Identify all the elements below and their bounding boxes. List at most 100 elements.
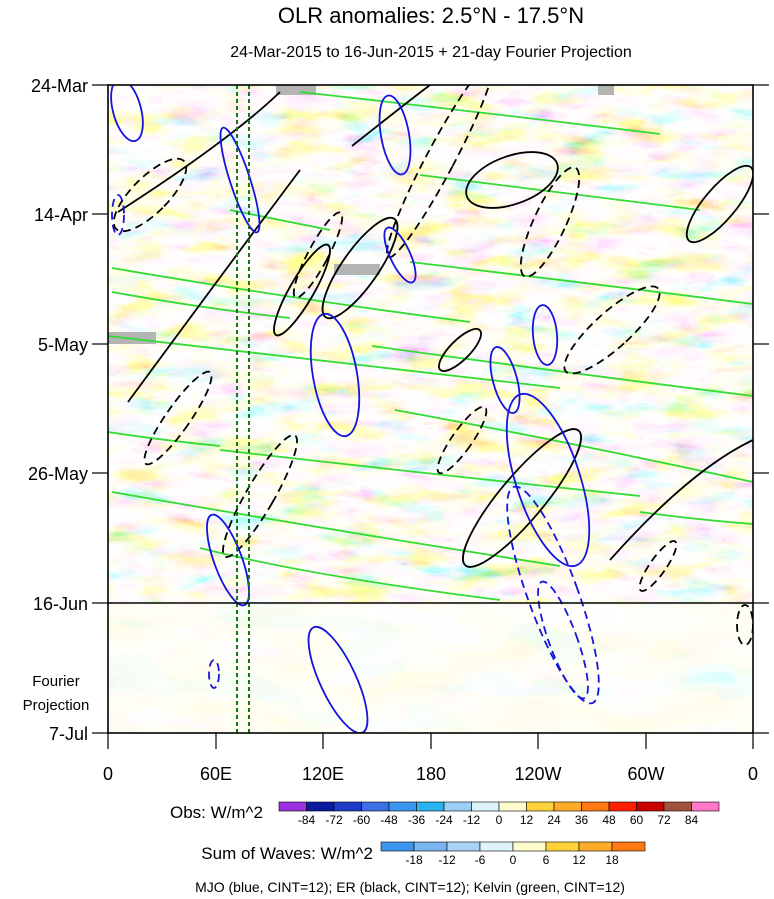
kelvin-contour — [111, 267, 471, 323]
x-tick-label: 60W — [627, 764, 664, 784]
kelvin-contour — [419, 174, 701, 211]
plot-area — [108, 85, 753, 733]
colorbar-swatch — [611, 841, 646, 852]
x-axis-labels: 0 60E 120E 180 120W 60W 0 — [103, 764, 758, 784]
x-tick-label: 120E — [302, 764, 344, 784]
chart-title: OLR anomalies: 2.5°N - 17.5°N — [278, 3, 584, 28]
colorbar-swatch — [663, 801, 692, 812]
colorbar-tick-label: 72 — [657, 813, 671, 827]
x-tick-label: 120W — [514, 764, 561, 784]
colorbar-swatch — [608, 801, 637, 812]
colorbar-swatch — [388, 801, 417, 812]
colorbar-tick-label: 12 — [520, 813, 534, 827]
colorbar-swatch — [361, 801, 390, 812]
y-tick-label: 14-Apr — [34, 205, 88, 225]
colorbar-tick-label: 18 — [605, 853, 619, 867]
er-negative-contour — [292, 211, 344, 299]
colorbar-swatch — [581, 801, 610, 812]
er-contour — [609, 439, 753, 561]
colorbar-swatch — [545, 841, 580, 852]
axis-ticks — [92, 84, 769, 749]
er-negative-contour — [436, 405, 488, 475]
obs-colorbar: Obs: W/m^2 -84 -72 -60 -48 -36 -24 -12 0 12 24 36 4… — [170, 801, 720, 827]
mjo-contour — [110, 85, 144, 143]
x-tick-label: 60E — [200, 764, 232, 784]
kelvin-contour — [108, 431, 221, 447]
mjo-contour — [383, 226, 417, 284]
colorbar-swatch — [636, 801, 665, 812]
obs-colorbar-label: Obs: W/m^2 — [170, 803, 263, 822]
observed-olr-field — [108, 85, 753, 603]
er-negative-contour — [519, 166, 581, 278]
mjo-contour — [378, 94, 412, 176]
mjo-contours — [110, 85, 591, 733]
colorbar-tick-label: -60 — [353, 813, 371, 827]
y-tick-label: 26-May — [28, 464, 88, 484]
colorbar-tick-label: 0 — [496, 813, 503, 827]
er-negative-contour — [385, 85, 495, 259]
colorbar-swatch — [413, 841, 448, 852]
x-tick-label: 0 — [748, 764, 758, 784]
colorbar-swatch — [446, 841, 481, 852]
er-negative-contour — [112, 157, 188, 233]
mjo-contour — [489, 346, 521, 414]
colorbar-tick-label: -84 — [298, 813, 316, 827]
waves-colorbar-ticks: -18 -12 -6 0 6 12 18 — [405, 853, 619, 867]
colorbar-swatch — [443, 801, 472, 812]
colorbar-swatch — [471, 801, 500, 812]
colorbar-swatch — [278, 801, 307, 812]
er-wave-contours — [117, 85, 753, 568]
er-contour — [127, 169, 301, 403]
er-wave-negative-contours — [112, 85, 753, 646]
y-tick-label: 16-Jun — [33, 594, 88, 614]
kelvin-contour — [111, 291, 291, 319]
er-negative-contour — [143, 370, 213, 466]
x-tick-label: 180 — [416, 764, 446, 784]
colorbar-swatch — [416, 801, 445, 812]
fourier-projection-field — [108, 603, 753, 733]
colorbar-swatch — [512, 841, 547, 852]
y-axis-labels: 24-Mar 14-Apr 5-May 26-May 16-Jun 7-Jul — [28, 76, 88, 744]
colorbar-swatch — [380, 841, 415, 852]
colorbar-tick-label: 48 — [602, 813, 616, 827]
er-negative-contour — [563, 285, 661, 375]
colorbar-tick-label: -36 — [408, 813, 426, 827]
waves-colorbar: Sum of Waves: W/m^2 -18 -12 -6 0 6 12 18 — [201, 841, 646, 867]
er-contour — [465, 151, 559, 209]
colorbar-tick-label: 84 — [685, 813, 699, 827]
y-tick-label: 24-Mar — [31, 76, 88, 96]
mjo-negative-contour — [537, 580, 589, 700]
y-tick-label: 5-May — [38, 335, 88, 355]
missing-data-patch — [334, 264, 380, 275]
obs-colorbar-ticks: -84 -72 -60 -48 -36 -24 -12 0 12 24 36 48 60 72 84 — [298, 813, 699, 827]
colorbar-tick-label: -72 — [325, 813, 343, 827]
kelvin-contour — [299, 91, 661, 135]
er-contour — [438, 328, 482, 372]
colorbar-swatch — [578, 841, 613, 852]
kelvin-contour — [639, 511, 753, 525]
kelvin-contour — [409, 261, 753, 305]
er-negative-contour — [222, 434, 298, 558]
colorbar-swatch — [691, 801, 720, 812]
mjo-negative-contour — [111, 194, 125, 236]
colorbar-tick-label: 36 — [575, 813, 589, 827]
kelvin-contour — [111, 491, 561, 567]
colorbar-swatch — [306, 801, 335, 812]
colorbar-tick-label: 6 — [543, 853, 550, 867]
y-tick-label: 7-Jul — [49, 724, 88, 744]
projection-label-line: Projection — [23, 697, 90, 714]
colorbar-tick-label: -24 — [435, 813, 453, 827]
er-negative-contour — [736, 604, 753, 646]
obs-colorbar-swatches — [278, 801, 720, 812]
colorbar-tick-label: -12 — [438, 853, 456, 867]
colorbar-tick-label: 0 — [510, 853, 517, 867]
colorbar-tick-label: -48 — [380, 813, 398, 827]
contour-footnote: MJO (blue, CINT=12); ER (black, CINT=12)… — [195, 879, 625, 895]
er-negative-contour — [638, 540, 678, 592]
projection-label-line: Fourier — [32, 673, 80, 690]
missing-data-patch — [276, 85, 316, 95]
er-contour — [462, 428, 582, 568]
mjo-negative-contour — [208, 659, 220, 689]
mjo-contour — [309, 312, 361, 438]
